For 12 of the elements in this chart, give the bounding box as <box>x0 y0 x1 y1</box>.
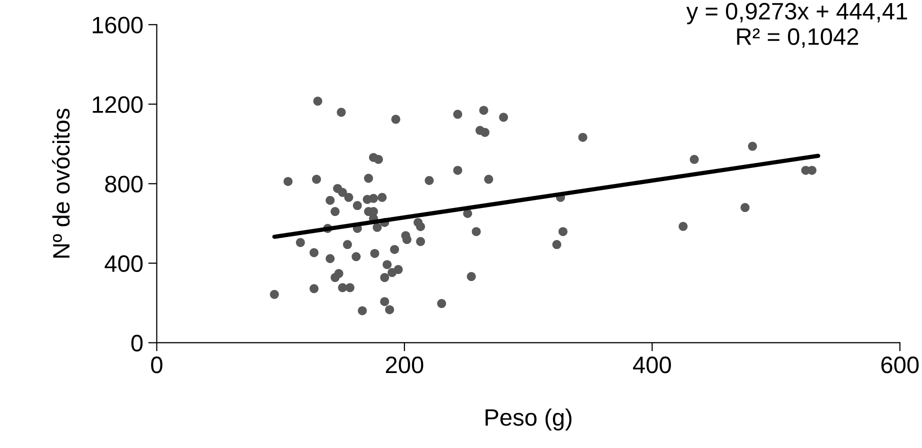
x-axis-title: Peso (g) <box>486 408 572 430</box>
y-tick-label: 800 <box>105 176 143 192</box>
x-tick-label: 600 <box>881 356 919 374</box>
x-tick-label: 0 <box>151 356 162 374</box>
y-tick-label: 0 <box>131 334 143 352</box>
x-tick-label: 200 <box>386 356 424 374</box>
y-tick-label: 1600 <box>92 16 143 34</box>
y-tick-label: 400 <box>104 255 143 272</box>
x-tick-label: 400 <box>633 356 671 374</box>
y-axis-title: Nº de ovócitos <box>52 108 70 258</box>
annotation: y = 0,9273x + 444,41 R² = 0,1042 <box>686 2 908 48</box>
y-tick-label: 1200 <box>92 96 143 113</box>
